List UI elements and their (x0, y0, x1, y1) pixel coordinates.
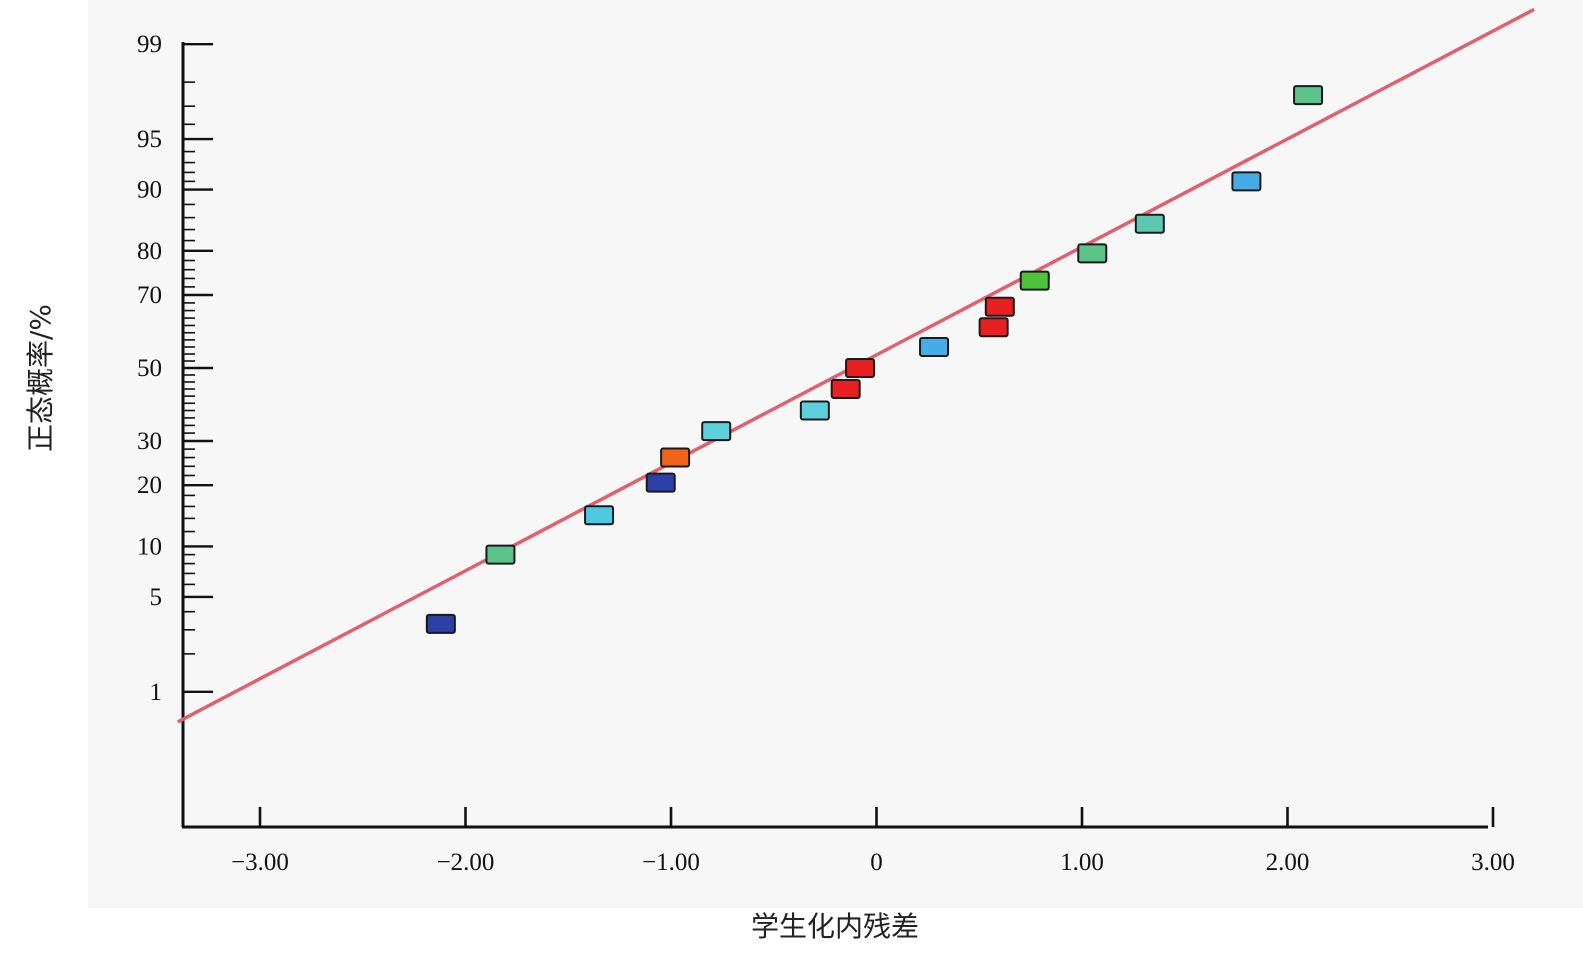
data-points (425, 85, 1324, 634)
data-point (799, 400, 830, 421)
x-axis-title: 学生化内残差 (751, 910, 919, 943)
data-point (1077, 243, 1108, 264)
y-tick-label: 1 (150, 679, 163, 706)
y-tick-label: 5 (150, 584, 163, 611)
x-tick-label: 0 (870, 849, 883, 876)
data-point (1019, 270, 1050, 291)
x-tick-label: −2.00 (437, 849, 495, 876)
y-tick-label: 50 (137, 355, 162, 382)
data-point (830, 379, 861, 400)
data-point (1134, 213, 1165, 234)
x-tick-label: 1.00 (1060, 849, 1104, 876)
data-point (701, 421, 732, 442)
y-tick-label: 70 (137, 282, 162, 309)
data-point (1293, 85, 1324, 106)
y-tick-label: 10 (137, 533, 162, 560)
y-tick-label: 20 (137, 472, 162, 499)
data-point (1231, 171, 1262, 192)
y-tick-label: 80 (137, 238, 162, 265)
data-point (984, 296, 1015, 317)
y-tick-label: 95 (137, 126, 162, 153)
plot-background (88, 0, 1583, 908)
x-tick-label: −1.00 (642, 849, 700, 876)
data-point (919, 336, 950, 357)
data-point (584, 505, 615, 526)
tick-labels: 1 5 10 20 30 50 70 80 90 95 99 −3.00 −2.00 −1.00 0 1.00… (137, 31, 1515, 876)
y-tick-label: 30 (137, 428, 162, 455)
data-point (845, 358, 876, 378)
x-tick-label: 3.00 (1471, 849, 1515, 876)
data-point (425, 613, 456, 634)
data-point (645, 472, 676, 493)
data-point (660, 447, 691, 468)
data-point (485, 544, 516, 565)
x-tick-label: 2.00 (1266, 849, 1310, 876)
x-tick-label: −3.00 (231, 849, 289, 876)
y-axis-title: 正态概率/% (24, 304, 57, 452)
y-tick-label: 99 (137, 31, 162, 58)
y-tick-label: 90 (137, 177, 162, 204)
data-point (978, 317, 1009, 338)
axes (181, 42, 1495, 829)
